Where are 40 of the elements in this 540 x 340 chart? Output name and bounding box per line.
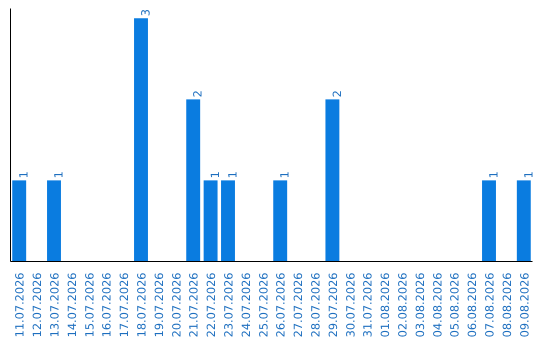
x-tick-label: 16.07.2026 (100, 272, 114, 338)
x-tick-label: 02.08.2026 (396, 272, 410, 338)
x-tick-label: 11.07.2026 (12, 272, 27, 338)
data-label: 1 (521, 171, 536, 178)
data-label: 2 (190, 90, 205, 98)
x-tick-label: 17.07.2026 (117, 272, 132, 338)
x-tick-label: 05.08.2026 (448, 272, 462, 338)
x-tick-label: 13.07.2026 (48, 272, 62, 338)
x-tick-label: 22.07.2026 (204, 272, 218, 338)
x-tick-label: 29.07.2026 (326, 272, 340, 338)
data-label: 1 (278, 171, 292, 178)
data-label: 1 (16, 171, 31, 178)
x-tick-label: 03.08.2026 (412, 272, 427, 338)
x-tick-label: 30.07.2026 (343, 272, 358, 338)
data-label: 2 (330, 90, 344, 98)
x-tick-label: 25.07.2026 (256, 272, 270, 338)
data-label: 3 (138, 9, 152, 16)
x-tick-label: 28.07.2026 (308, 272, 322, 338)
x-tick-label: 23.07.2026 (222, 272, 236, 338)
x-tick-label: 08.08.2026 (500, 272, 514, 338)
x-tick-label: 18.07.2026 (134, 272, 148, 338)
x-tick-label: 24.07.2026 (238, 272, 253, 338)
data-label: 1 (226, 171, 240, 178)
x-tick-label: 27.07.2026 (291, 272, 306, 338)
x-tick-label: 04.08.2026 (430, 272, 444, 338)
x-tick-label: 15.07.2026 (82, 272, 96, 338)
data-label: 1 (208, 171, 222, 178)
x-tick-label: 14.07.2026 (64, 272, 79, 338)
x-tick-label: 21.07.2026 (186, 272, 201, 338)
x-tick-label: 09.08.2026 (517, 272, 532, 338)
x-tick-label: 12.07.2026 (30, 272, 44, 338)
data-label: 1 (486, 171, 500, 178)
x-tick-label: 20.07.2026 (169, 272, 184, 338)
data-label: 1 (52, 171, 66, 178)
x-tick-label: 31.07.2026 (360, 272, 375, 338)
x-tick-label: 26.07.2026 (274, 272, 288, 338)
x-tick-label: 06.08.2026 (465, 272, 480, 338)
x-tick-label: 07.08.2026 (482, 272, 496, 338)
x-tick-label: 01.08.2026 (378, 272, 392, 338)
x-tick-label: 19.07.2026 (152, 272, 166, 338)
